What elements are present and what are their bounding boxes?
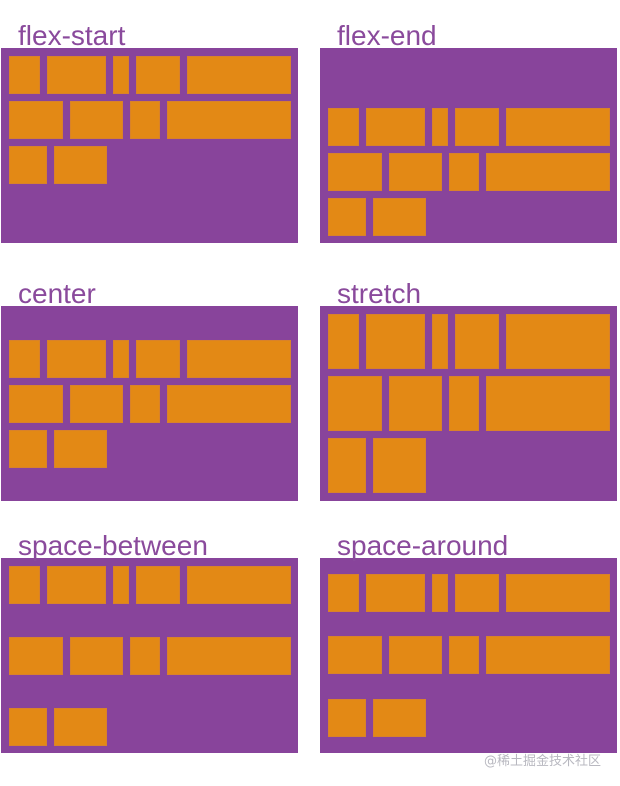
flex-item [8, 145, 47, 184]
flex-item [53, 145, 107, 184]
flex-item [8, 339, 40, 378]
flex-item [46, 565, 106, 604]
flex-item [135, 565, 180, 604]
flex-item [8, 565, 40, 604]
flex-item [505, 107, 610, 146]
flex-item [69, 100, 123, 139]
flex-item [112, 339, 129, 378]
flex-item [112, 55, 129, 94]
flex-item [448, 152, 479, 191]
flex-item [327, 636, 382, 675]
flex-item [166, 636, 291, 675]
panel-label: flex-end [337, 20, 437, 51]
flex-item [372, 197, 426, 236]
flex-item [327, 107, 359, 146]
flex-item [372, 698, 426, 737]
flex-item [8, 707, 47, 746]
flex-item [129, 636, 160, 675]
flex-item [365, 107, 425, 146]
flex-item [8, 100, 63, 139]
flex-item [327, 375, 382, 432]
flex-item [8, 636, 63, 675]
panel-label: space-around [337, 530, 509, 561]
flex-item [186, 565, 291, 604]
flex-item [166, 100, 291, 139]
flex-item [448, 636, 479, 675]
flex-item [166, 384, 291, 423]
flex-item [327, 313, 359, 369]
flex-item [388, 152, 442, 191]
flex-item [8, 429, 47, 468]
flex-container [320, 558, 617, 753]
flex-item [505, 574, 610, 613]
flex-item [448, 375, 479, 432]
flex-item [454, 107, 499, 146]
flex-item [46, 55, 106, 94]
flex-item [485, 152, 610, 191]
flex-item [135, 55, 180, 94]
flex-item [327, 698, 366, 737]
panel-label: stretch [337, 278, 422, 309]
flex-item [8, 384, 63, 423]
flex-item [372, 438, 426, 494]
flex-item [327, 152, 382, 191]
flex-item [388, 636, 442, 675]
flex-item [46, 339, 106, 378]
flex-container [1, 306, 298, 501]
panel-label: flex-start [18, 20, 126, 51]
flex-item [454, 574, 499, 613]
flex-item [485, 375, 610, 432]
flex-item [186, 339, 291, 378]
flex-item [388, 375, 442, 432]
flex-item [8, 55, 40, 94]
flex-item [53, 429, 107, 468]
flex-item [135, 339, 180, 378]
flex-item [327, 197, 366, 236]
flex-item [365, 574, 425, 613]
watermark: @稀土掘金技术社区 [484, 754, 602, 769]
flex-item [431, 313, 448, 369]
flex-item [327, 574, 359, 613]
flex-container [320, 306, 617, 501]
flex-item [431, 107, 448, 146]
flex-container [1, 48, 298, 243]
flex-item [112, 565, 129, 604]
panel-label: center [18, 278, 96, 309]
flex-item [129, 100, 160, 139]
flex-item [69, 636, 123, 675]
flex-container [320, 48, 617, 243]
flex-item [505, 313, 610, 369]
flex-item [69, 384, 123, 423]
flex-item [365, 313, 425, 369]
flex-item [53, 707, 107, 746]
flex-item [186, 55, 291, 94]
panel-label: space-between [18, 530, 208, 561]
flex-item [327, 438, 366, 494]
flex-item [129, 384, 160, 423]
flex-item [454, 313, 499, 369]
flex-item [485, 636, 610, 675]
flex-container [1, 558, 298, 753]
flex-item [431, 574, 448, 613]
